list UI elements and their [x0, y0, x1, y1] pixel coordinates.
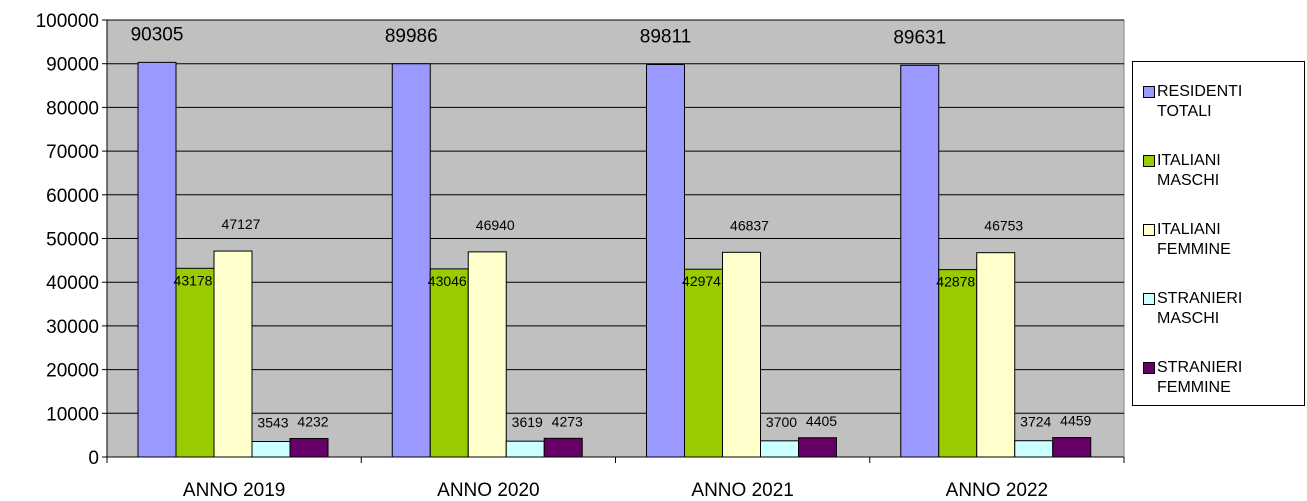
data-label: 46753: [984, 218, 1023, 234]
legend-item: RESIDENTI TOTALI: [1143, 82, 1303, 122]
x-tick-label: ANNO 2020: [437, 480, 539, 501]
data-label: 4232: [297, 414, 328, 430]
legend-label: ITALIANI FEMMINE: [1157, 221, 1231, 258]
y-tick-label: 90000: [46, 55, 99, 76]
data-label: 46940: [476, 217, 515, 233]
data-label: 47127: [222, 216, 261, 232]
y-tick-label: 70000: [46, 142, 99, 163]
y-tick-label: 20000: [46, 361, 99, 382]
y-tick-label: 60000: [46, 186, 99, 207]
legend-label: RESIDENTI TOTALI: [1157, 83, 1243, 120]
y-tick-label: 30000: [46, 317, 99, 338]
bar: [798, 437, 837, 458]
data-label: 90305: [131, 24, 184, 45]
legend: RESIDENTI TOTALI ITALIANI MASCHI ITALIANI …: [1132, 61, 1305, 406]
legend-label: ITALIANI MASCHI: [1157, 152, 1221, 189]
data-label: 4459: [1060, 413, 1091, 429]
y-tick-label: 80000: [46, 98, 99, 119]
legend-swatch: [1143, 293, 1155, 305]
bar: [684, 268, 723, 458]
bar: [251, 441, 291, 458]
bar: [938, 269, 978, 458]
legend-item: ITALIANI FEMMINE: [1143, 220, 1303, 260]
bar: [505, 440, 545, 458]
data-label: 42878: [936, 274, 975, 290]
y-tick-label: 40000: [46, 273, 99, 294]
bar: [1014, 440, 1054, 458]
bar: [429, 268, 469, 458]
data-label: 89811: [640, 27, 691, 48]
legend-item: STRANIERI MASCHI: [1143, 289, 1303, 329]
y-tick-label: 50000: [46, 230, 99, 251]
y-tick-label: 100000: [36, 11, 99, 32]
data-label: 4405: [806, 413, 837, 429]
x-tick-label: ANNO 2019: [183, 480, 285, 501]
y-tick-label: 10000: [46, 404, 99, 425]
bar: [175, 267, 215, 458]
data-label: 89986: [385, 26, 438, 47]
legend-swatch: [1143, 224, 1155, 236]
data-label: 46837: [730, 217, 769, 233]
bar: [1052, 437, 1092, 458]
legend-item: STRANIERI FEMMINE: [1143, 358, 1303, 398]
bar: [213, 250, 253, 458]
legend-label: STRANIERI MASCHI: [1157, 290, 1243, 327]
legend-swatch: [1143, 155, 1155, 167]
data-label: 4273: [552, 413, 583, 429]
data-label: 43046: [428, 273, 467, 289]
bar: [900, 64, 940, 458]
bar: [137, 61, 177, 458]
legend-label: STRANIERI FEMMINE: [1157, 359, 1243, 396]
data-label: 3619: [512, 414, 543, 430]
bar: [976, 252, 1016, 458]
legend-item: ITALIANI MASCHI: [1143, 151, 1303, 191]
bar: [391, 63, 431, 458]
x-tick-label: ANNO 2021: [691, 480, 793, 501]
data-label: 3700: [766, 414, 797, 430]
legend-swatch: [1143, 86, 1155, 98]
data-label: 3543: [257, 415, 288, 431]
bar: [543, 437, 583, 458]
bar: [467, 251, 507, 458]
legend-swatch: [1143, 362, 1155, 374]
data-label: 42974: [682, 273, 721, 289]
bar: [722, 251, 761, 458]
data-label: 43178: [174, 272, 213, 288]
bar: [760, 440, 799, 458]
bar: [289, 438, 329, 458]
bar: [646, 64, 685, 458]
data-label: 3724: [1020, 414, 1051, 430]
x-tick-label: ANNO 2022: [946, 480, 1048, 501]
y-tick-label: 0: [88, 448, 99, 469]
data-label: 89631: [893, 27, 946, 48]
